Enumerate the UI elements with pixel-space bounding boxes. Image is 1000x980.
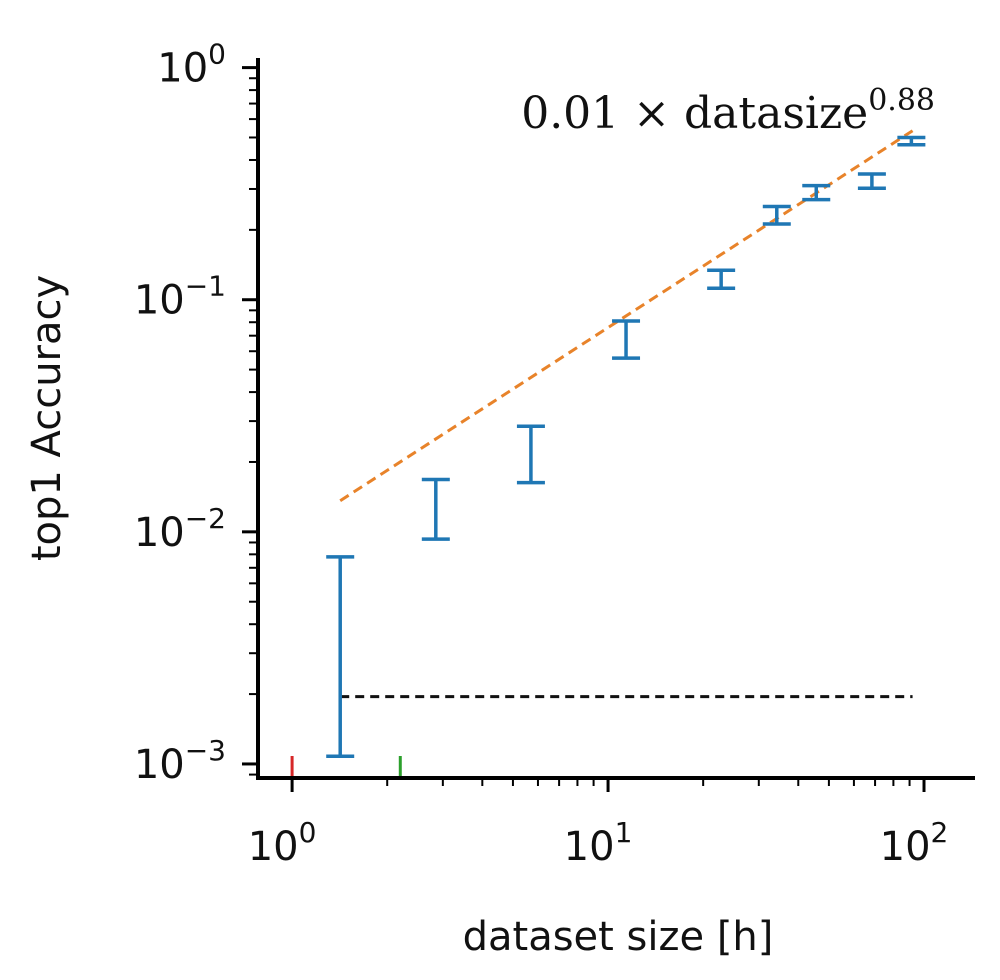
x-tick-label-base: 10: [880, 824, 931, 870]
errorbar: [707, 268, 736, 291]
y-tick-label: 100: [157, 38, 226, 92]
errorbar: [857, 172, 886, 191]
y-tick-label: 10−1: [134, 270, 226, 324]
y-tick-label-exponent: 0: [208, 38, 226, 71]
errorbar: [516, 424, 545, 485]
x-tick-label-exponent: 1: [615, 816, 633, 849]
y-tick-label-base: 10: [134, 742, 185, 788]
errorbar: [897, 135, 926, 147]
x-axis-label: dataset size [h]: [463, 914, 774, 960]
x-tick-label-exponent: 0: [299, 816, 317, 849]
x-ticks: 100 101 102: [248, 778, 949, 870]
fit-line-label: 0.01 × datasize0.88: [521, 83, 935, 139]
x-tick-label-exponent: 2: [931, 816, 949, 849]
x-tick-label: 102: [880, 816, 949, 870]
fit-label-exponent: 0.88: [868, 83, 935, 118]
errorbar: [612, 319, 641, 360]
y-tick-label-base: 10: [134, 510, 185, 556]
y-tick-label: 10−2: [134, 502, 226, 556]
errorbar: [326, 555, 355, 758]
errorbar-series: [326, 135, 926, 758]
y-tick-label: 10−3: [134, 734, 226, 788]
x-tick-label: 101: [564, 816, 633, 870]
y-tick-label-exponent: −3: [185, 734, 226, 767]
fit-label-base: 0.01 × datasize: [521, 88, 868, 139]
y-tick-label-exponent: −1: [185, 270, 226, 303]
y-tick-label-exponent: −2: [185, 502, 226, 535]
x-tick-label: 100: [248, 816, 317, 870]
y-tick-label-base: 10: [157, 46, 208, 92]
axis-markers: [290, 756, 402, 776]
errorbar: [762, 204, 791, 226]
x-tick-label-base: 10: [564, 824, 615, 870]
axes: [256, 58, 975, 780]
errorbar: [421, 477, 450, 541]
y-tick-label-base: 10: [134, 278, 185, 324]
x-tick-label-base: 10: [248, 824, 299, 870]
errorbar: [802, 183, 831, 202]
y-axis-label: top1 Accuracy: [24, 275, 70, 561]
